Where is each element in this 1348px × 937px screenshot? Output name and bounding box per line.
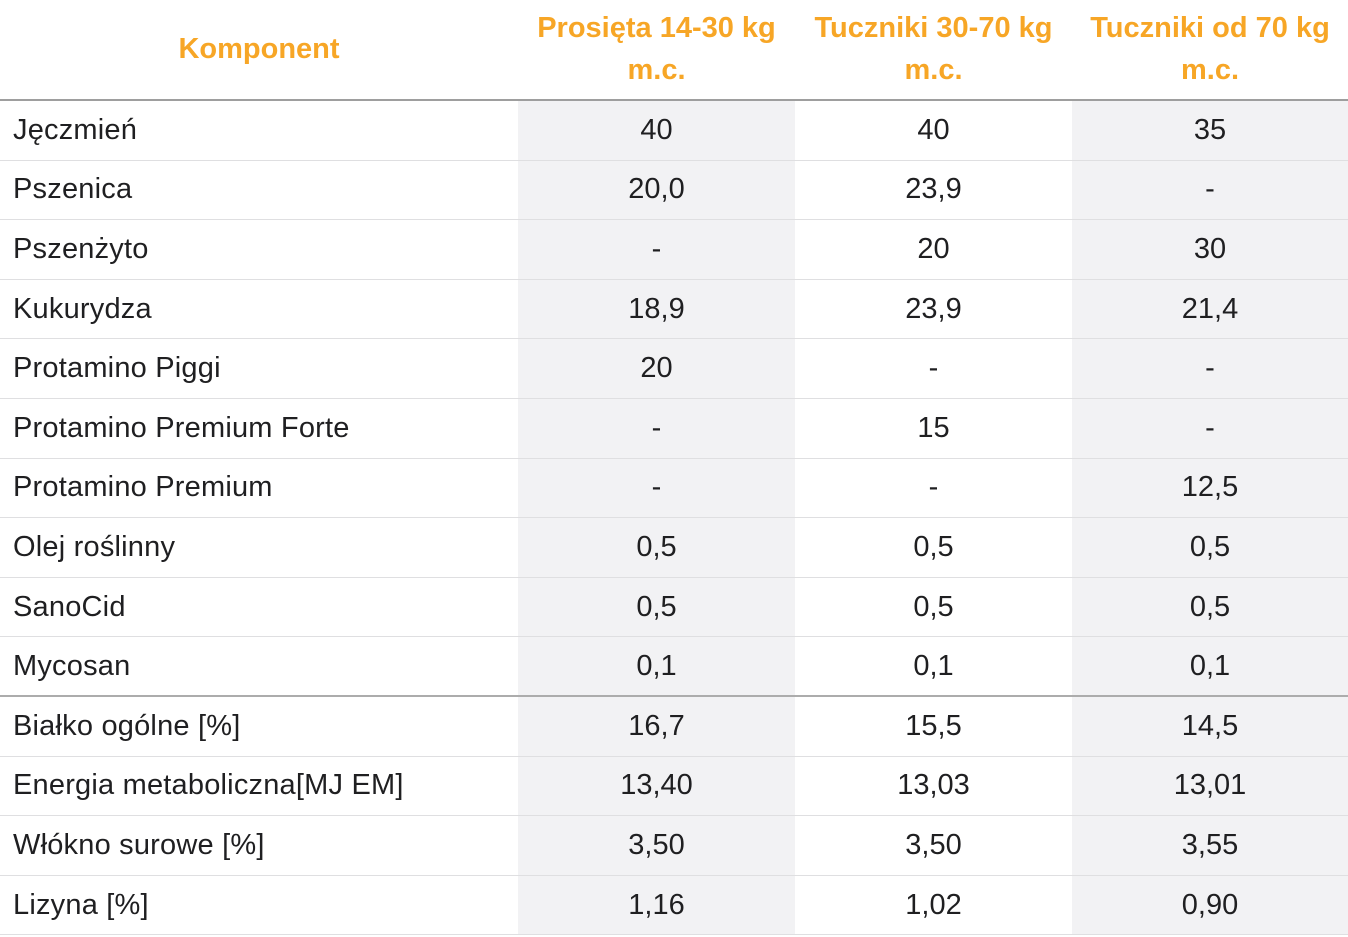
table-row: Włókno surowe [%] 3,50 3,50 3,55 xyxy=(0,816,1348,876)
value-tuczniki-od-70: 3,55 xyxy=(1072,816,1348,875)
value-tuczniki-od-70: - xyxy=(1072,398,1348,458)
value-tuczniki-30-70: 20 xyxy=(917,232,950,265)
table-row: Białko ogólne [%] 16,7 15,5 14,5 xyxy=(0,696,1348,757)
column-header-komponent: Komponent xyxy=(178,32,340,65)
value-prosieta-14-30: 16,7 xyxy=(518,696,795,756)
component-name: Protamino Premium Forte xyxy=(13,411,350,444)
column-header-prosieta-14-30: Prosięta 14-30 kg m.c. xyxy=(537,12,776,86)
value-tuczniki-od-70: 14,5 xyxy=(1072,696,1348,756)
component-name: Protamino Piggi xyxy=(13,352,221,385)
value-tuczniki-30-70: 3,50 xyxy=(905,828,962,861)
table-row: Protamino Piggi 20 - - xyxy=(0,339,1348,399)
table-header-row: Komponent Prosięta 14-30 kg m.c. Tucznik… xyxy=(0,0,1348,101)
table-row: SanoCid 0,5 0,5 0,5 xyxy=(0,577,1348,638)
value-tuczniki-30-70: - xyxy=(928,352,939,385)
value-tuczniki-30-70: 0,1 xyxy=(913,649,954,682)
value-tuczniki-od-70: 12,5 xyxy=(1072,458,1348,518)
value-tuczniki-od-70: 21,4 xyxy=(1072,279,1348,339)
value-prosieta-14-30: - xyxy=(518,458,795,518)
component-name: Kukurydza xyxy=(13,292,152,325)
value-prosieta-14-30: 40 xyxy=(518,101,795,160)
value-prosieta-14-30: - xyxy=(518,398,795,458)
component-name: Pszenica xyxy=(13,173,133,206)
value-prosieta-14-30: 20,0 xyxy=(518,160,795,220)
table-row: Energia metaboliczna[MJ EM] 13,40 13,03 … xyxy=(0,756,1348,817)
component-name: SanoCid xyxy=(13,590,126,623)
table-row: Jęczmień 40 40 35 xyxy=(0,101,1348,161)
component-name: Mycosan xyxy=(13,649,131,682)
value-prosieta-14-30: 0,5 xyxy=(518,577,795,637)
value-prosieta-14-30: - xyxy=(518,220,795,279)
component-name: Pszenżyto xyxy=(13,232,149,265)
component-name: Jęczmień xyxy=(13,113,138,146)
value-prosieta-14-30: 20 xyxy=(518,339,795,398)
component-name: Białko ogólne [%] xyxy=(13,709,241,742)
value-tuczniki-od-70: 0,5 xyxy=(1072,518,1348,577)
component-name: Olej roślinny xyxy=(13,530,176,563)
value-tuczniki-30-70: 15 xyxy=(917,411,950,444)
value-tuczniki-od-70: 30 xyxy=(1072,220,1348,279)
value-tuczniki-30-70: 13,03 xyxy=(897,769,970,802)
value-prosieta-14-30: 0,5 xyxy=(518,518,795,577)
value-tuczniki-30-70: 23,9 xyxy=(905,173,962,206)
table-row: Protamino Premium - - 12,5 xyxy=(0,458,1348,519)
column-header-tuczniki-30-70: Tuczniki 30-70 kg m.c. xyxy=(814,12,1053,86)
value-tuczniki-od-70: 0,90 xyxy=(1072,875,1348,935)
value-prosieta-14-30: 0,1 xyxy=(518,637,795,695)
value-prosieta-14-30: 13,40 xyxy=(518,756,795,816)
value-tuczniki-30-70: 0,5 xyxy=(913,590,954,623)
value-tuczniki-od-70: 35 xyxy=(1072,101,1348,160)
component-name: Protamino Premium xyxy=(13,471,273,504)
value-tuczniki-od-70: - xyxy=(1072,160,1348,220)
value-prosieta-14-30: 1,16 xyxy=(518,875,795,935)
table-row: Kukurydza 18,9 23,9 21,4 xyxy=(0,279,1348,340)
value-tuczniki-30-70: 0,5 xyxy=(913,530,954,563)
value-tuczniki-od-70: - xyxy=(1072,339,1348,398)
value-prosieta-14-30: 18,9 xyxy=(518,279,795,339)
value-prosieta-14-30: 3,50 xyxy=(518,816,795,875)
table-row: Olej roślinny 0,5 0,5 0,5 xyxy=(0,518,1348,578)
component-name: Lizyna [%] xyxy=(13,888,149,921)
table-body: Jęczmień 40 40 35 Pszenica 20,0 23,9 - P… xyxy=(0,101,1348,936)
value-tuczniki-30-70: - xyxy=(928,471,939,504)
table-row: Mycosan 0,1 0,1 0,1 xyxy=(0,637,1348,697)
value-tuczniki-30-70: 40 xyxy=(917,113,950,146)
component-name: Włókno surowe [%] xyxy=(13,828,265,861)
value-tuczniki-od-70: 0,5 xyxy=(1072,577,1348,637)
table-row: Pszenżyto - 20 30 xyxy=(0,220,1348,280)
table-row: Lizyna [%] 1,16 1,02 0,90 xyxy=(0,875,1348,936)
value-tuczniki-od-70: 13,01 xyxy=(1072,756,1348,816)
column-header-tuczniki-od-70: Tuczniki od 70 kg m.c. xyxy=(1090,12,1330,86)
table-row: Pszenica 20,0 23,9 - xyxy=(0,160,1348,221)
value-tuczniki-30-70: 1,02 xyxy=(905,888,962,921)
value-tuczniki-30-70: 23,9 xyxy=(905,292,962,325)
value-tuczniki-30-70: 15,5 xyxy=(905,709,962,742)
value-tuczniki-od-70: 0,1 xyxy=(1072,637,1348,695)
table-row: Protamino Premium Forte - 15 - xyxy=(0,398,1348,459)
component-name: Energia metaboliczna[MJ EM] xyxy=(13,769,404,802)
